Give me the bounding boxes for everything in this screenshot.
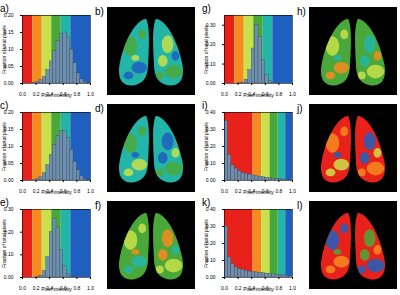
svg-text:0.20: 0.20 <box>3 109 14 116</box>
html-text:b): b) <box>95 6 104 17</box>
svg-text:0.30: 0.30 <box>205 223 216 230</box>
svg-text:Pixel intensity: Pixel intensity <box>243 286 274 292</box>
svg-text:Pixel intensity: Pixel intensity <box>41 189 72 195</box>
svg-text:0.0: 0.0 <box>19 285 26 291</box>
svg-text:0.0: 0.0 <box>19 91 26 97</box>
svg-text:1.0: 1.0 <box>87 285 94 291</box>
html-text:c): c) <box>0 100 9 111</box>
svg-text:0.05: 0.05 <box>3 160 14 167</box>
svg-text:0.20: 0.20 <box>205 143 216 150</box>
svg-text:Fraction of total pixels: Fraction of total pixels <box>203 219 209 268</box>
svg-text:0.20: 0.20 <box>205 41 216 48</box>
svg-text:0.8: 0.8 <box>275 188 282 194</box>
svg-text:0.10: 0.10 <box>205 160 216 167</box>
svg-text:1.0: 1.0 <box>87 91 94 97</box>
svg-text:0.05: 0.05 <box>3 63 14 70</box>
svg-text:0.00: 0.00 <box>4 177 14 183</box>
svg-text:1.0: 1.0 <box>87 188 94 194</box>
svg-text:0.0: 0.0 <box>221 188 228 194</box>
svg-text:1.0: 1.0 <box>289 188 296 194</box>
html-text:e): e) <box>0 197 9 208</box>
html-text:i): i) <box>202 100 208 111</box>
svg-text:Pixel intensity: Pixel intensity <box>41 286 72 292</box>
svg-text:0.2: 0.2 <box>33 91 40 97</box>
svg-text:0.00: 0.00 <box>206 177 216 183</box>
svg-text:1.0: 1.0 <box>289 285 296 291</box>
svg-text:0.20: 0.20 <box>3 228 14 235</box>
svg-text:0.8: 0.8 <box>73 188 80 194</box>
svg-text:0.10: 0.10 <box>205 60 216 67</box>
svg-text:0.2: 0.2 <box>33 285 40 291</box>
svg-text:0.10: 0.10 <box>3 251 14 258</box>
svg-text:Fraction of total pixels: Fraction of total pixels <box>203 25 209 74</box>
svg-text:0.8: 0.8 <box>275 91 282 97</box>
svg-text:0.00: 0.00 <box>206 274 216 280</box>
html-text:j): j) <box>297 103 303 114</box>
svg-text:0.2: 0.2 <box>235 285 242 291</box>
html-text:a): a) <box>0 3 9 14</box>
svg-text:0.15: 0.15 <box>3 29 14 36</box>
svg-text:0.20: 0.20 <box>205 240 216 247</box>
svg-text:0.0: 0.0 <box>221 91 228 97</box>
svg-text:Pixel intensity: Pixel intensity <box>243 92 274 98</box>
svg-text:0.8: 0.8 <box>73 285 80 291</box>
svg-text:0.30: 0.30 <box>205 126 216 133</box>
html-text:f): f) <box>95 200 102 211</box>
svg-text:0.2: 0.2 <box>235 188 242 194</box>
html-text:l): l) <box>297 200 303 211</box>
svg-text:0.10: 0.10 <box>3 143 14 150</box>
svg-text:0.0: 0.0 <box>19 188 26 194</box>
svg-text:0.2: 0.2 <box>33 188 40 194</box>
svg-text:0.8: 0.8 <box>73 91 80 97</box>
svg-text:0.2: 0.2 <box>235 91 242 97</box>
svg-text:0.40: 0.40 <box>205 109 216 116</box>
svg-text:0.00: 0.00 <box>206 80 216 86</box>
svg-text:0.10: 0.10 <box>3 46 14 53</box>
svg-text:Pixel intensity: Pixel intensity <box>41 92 72 98</box>
svg-text:Fraction of total pixels: Fraction of total pixels <box>1 219 7 268</box>
svg-text:Pixel intensity: Pixel intensity <box>243 189 274 195</box>
svg-text:1.0: 1.0 <box>289 91 296 97</box>
html-text:g): g) <box>202 3 211 14</box>
svg-text:0.20: 0.20 <box>3 12 14 19</box>
svg-text:Fraction of total pixels: Fraction of total pixels <box>1 25 7 74</box>
svg-text:0.15: 0.15 <box>3 126 14 133</box>
html-text:h): h) <box>297 6 306 17</box>
svg-text:Fraction of total pixels: Fraction of total pixels <box>203 122 209 171</box>
svg-text:0.00: 0.00 <box>4 80 14 86</box>
svg-text:0.30: 0.30 <box>3 206 14 213</box>
svg-text:0.8: 0.8 <box>275 285 282 291</box>
svg-text:0.10: 0.10 <box>205 257 216 264</box>
svg-text:0.40: 0.40 <box>205 206 216 213</box>
svg-text:0.00: 0.00 <box>4 274 14 280</box>
html-text:d): d) <box>95 103 104 114</box>
svg-text:Fraction of total pixels: Fraction of total pixels <box>1 122 7 171</box>
html-text:k): k) <box>202 197 211 208</box>
svg-text:0.0: 0.0 <box>221 285 228 291</box>
svg-text:0.30: 0.30 <box>205 21 216 28</box>
